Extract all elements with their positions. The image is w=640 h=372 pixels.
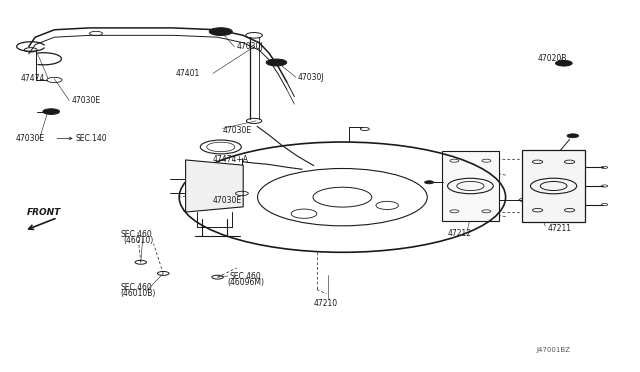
Text: 47030E: 47030E <box>72 96 101 105</box>
Text: FRONT: FRONT <box>26 208 61 217</box>
Ellipse shape <box>425 181 434 184</box>
Text: 47030J: 47030J <box>298 73 324 81</box>
Text: 47211: 47211 <box>547 224 572 233</box>
Ellipse shape <box>556 60 572 66</box>
Text: J47001BZ: J47001BZ <box>536 347 570 353</box>
Text: (46096M): (46096M) <box>228 278 265 287</box>
Ellipse shape <box>209 28 232 35</box>
Text: 47401: 47401 <box>175 69 200 78</box>
Text: SEC.140: SEC.140 <box>76 134 107 143</box>
FancyBboxPatch shape <box>442 151 499 221</box>
FancyBboxPatch shape <box>522 150 585 222</box>
Text: 47210: 47210 <box>314 299 338 308</box>
Ellipse shape <box>266 59 287 66</box>
Text: 47030J: 47030J <box>237 42 264 51</box>
Text: (46010): (46010) <box>123 236 153 245</box>
Ellipse shape <box>567 134 579 138</box>
Text: 47030E: 47030E <box>212 196 242 205</box>
Polygon shape <box>186 160 243 212</box>
Text: SEC.460: SEC.460 <box>120 230 152 239</box>
Text: (46010B): (46010B) <box>120 289 156 298</box>
Ellipse shape <box>43 109 60 115</box>
Text: 47474+A: 47474+A <box>212 155 248 164</box>
Text: 47474: 47474 <box>20 74 45 83</box>
Text: 47020B: 47020B <box>538 54 567 63</box>
Text: SEC.460: SEC.460 <box>229 272 261 280</box>
Text: 47212: 47212 <box>448 229 472 238</box>
Text: SEC.460: SEC.460 <box>120 283 152 292</box>
Text: 47030E: 47030E <box>16 134 45 143</box>
Text: 47030E: 47030E <box>223 126 252 135</box>
